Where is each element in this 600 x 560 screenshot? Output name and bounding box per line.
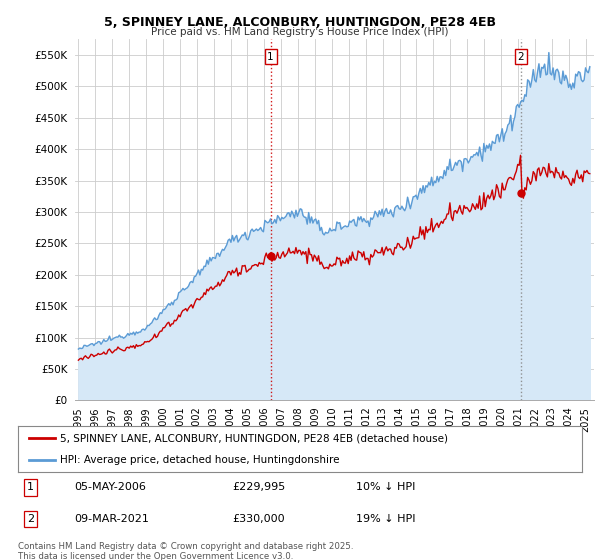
- Text: Price paid vs. HM Land Registry's House Price Index (HPI): Price paid vs. HM Land Registry's House …: [151, 27, 449, 37]
- Text: 10% ↓ HPI: 10% ↓ HPI: [356, 482, 416, 492]
- Text: HPI: Average price, detached house, Huntingdonshire: HPI: Average price, detached house, Hunt…: [60, 455, 340, 465]
- Text: 09-MAR-2021: 09-MAR-2021: [74, 514, 149, 524]
- Text: 5, SPINNEY LANE, ALCONBURY, HUNTINGDON, PE28 4EB (detached house): 5, SPINNEY LANE, ALCONBURY, HUNTINGDON, …: [60, 433, 448, 444]
- Text: 1: 1: [267, 52, 274, 62]
- Text: Contains HM Land Registry data © Crown copyright and database right 2025.
This d: Contains HM Land Registry data © Crown c…: [18, 542, 353, 560]
- Text: 1: 1: [27, 482, 34, 492]
- Text: 05-MAY-2006: 05-MAY-2006: [74, 482, 146, 492]
- Text: 19% ↓ HPI: 19% ↓ HPI: [356, 514, 416, 524]
- Text: £229,995: £229,995: [232, 482, 286, 492]
- Text: 2: 2: [517, 52, 524, 62]
- Text: 5, SPINNEY LANE, ALCONBURY, HUNTINGDON, PE28 4EB: 5, SPINNEY LANE, ALCONBURY, HUNTINGDON, …: [104, 16, 496, 29]
- Text: £330,000: £330,000: [232, 514, 285, 524]
- Text: 2: 2: [27, 514, 34, 524]
